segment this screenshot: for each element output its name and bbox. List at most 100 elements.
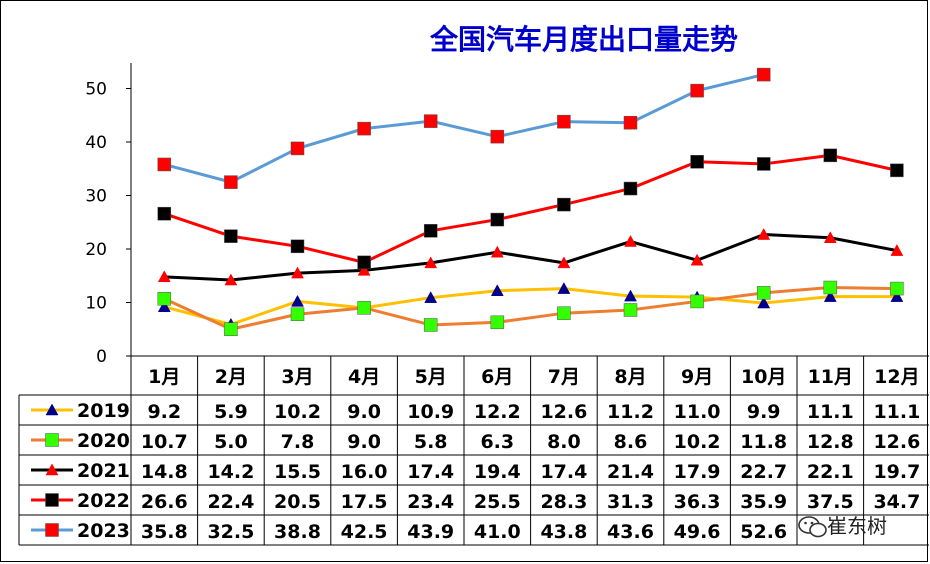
data-label: 22.1 [807, 461, 854, 483]
data-label: 41.0 [474, 521, 521, 543]
data-point [157, 270, 171, 283]
data-point [224, 175, 238, 189]
data-label: 15.5 [274, 461, 321, 483]
data-label: 52.6 [740, 521, 787, 543]
data-label: 22.7 [740, 461, 787, 483]
data-label: 17.5 [341, 491, 388, 513]
x-tick-label: 4月 [348, 366, 380, 388]
data-label: 9.2 [147, 401, 181, 423]
data-point [756, 157, 771, 171]
data-label: 31.3 [607, 491, 654, 513]
data-point [224, 322, 238, 336]
data-point [823, 148, 838, 163]
data-label: 26.6 [141, 491, 188, 513]
data-point [357, 255, 371, 270]
series-line-2023 [163, 73, 765, 184]
x-tick-label: 2月 [215, 366, 247, 388]
data-point [224, 229, 238, 243]
data-point [357, 263, 371, 276]
data-table: 1月 2月 3月 4月 5月 6月 7月 8月 9月 10月 11月 12月 2019 9.2 5.9 10.… [18, 355, 929, 546]
data-label: 43.6 [607, 521, 654, 543]
data-label: 12.6 [873, 431, 920, 453]
data-point [623, 303, 638, 317]
y-tick-label: 40 [85, 133, 107, 153]
data-point [423, 318, 438, 332]
data-point [823, 231, 837, 244]
data-point [490, 315, 505, 330]
data-point [290, 239, 305, 254]
data-label: 11.1 [873, 401, 920, 423]
y-tick-label: 30 [85, 187, 107, 207]
legend-marker-2019 [45, 403, 59, 416]
legend-marker-2023 [45, 523, 59, 537]
data-label: 12.6 [540, 401, 587, 423]
data-point [823, 290, 837, 302]
data-label: 7.8 [281, 431, 315, 453]
data-label: 14.8 [141, 461, 188, 483]
data-point [624, 234, 637, 247]
data-label: 43.9 [407, 521, 454, 543]
series-line-2020 [163, 286, 897, 331]
data-label: 19.7 [873, 461, 920, 483]
data-point [757, 228, 771, 240]
data-label: 9.9 [747, 401, 781, 423]
data-label: 35.9 [740, 491, 787, 513]
series-line-2022 [163, 153, 898, 264]
data-point [157, 300, 171, 313]
x-tick-label: 8月 [614, 366, 646, 388]
data-point [890, 281, 904, 296]
y-tick-label: 50 [85, 80, 107, 100]
data-point [890, 163, 904, 178]
data-point [557, 306, 571, 320]
data-label: 11.8 [740, 431, 787, 453]
data-label: 20.5 [274, 491, 321, 513]
data-label: 12.8 [807, 431, 854, 453]
data-label: 49.6 [674, 521, 721, 543]
data-point [423, 114, 438, 128]
data-label: 11.1 [807, 401, 854, 423]
data-point [490, 129, 505, 144]
x-tick-label: 12月 [874, 366, 919, 388]
data-point [157, 292, 172, 306]
data-point [890, 244, 904, 256]
data-label: 10.2 [674, 431, 721, 453]
data-point [490, 284, 504, 296]
data-label: 5.9 [214, 401, 248, 423]
data-point [690, 253, 704, 266]
data-point [490, 245, 504, 258]
legend-marker-2021 [45, 463, 59, 476]
x-tick-label: 11月 [808, 366, 853, 388]
data-label: 8.6 [614, 431, 648, 453]
data-point [157, 206, 172, 221]
chart-title: 全国汽车月度出口量走势 [429, 23, 738, 56]
axis-layer: 0 10 20 30 40 50 [85, 63, 132, 367]
data-label: 10.9 [407, 401, 454, 423]
series-2021 [157, 228, 904, 286]
data-point [690, 294, 704, 309]
legend-label: 2021 [77, 460, 130, 482]
x-tick-label: 3月 [281, 366, 313, 388]
data-label: 43.8 [540, 521, 587, 543]
legend-label: 2022 [77, 490, 130, 512]
data-label: 21.4 [607, 461, 654, 483]
data-label: 28.3 [540, 491, 587, 513]
data-label: 42.5 [341, 521, 388, 543]
x-tick-label: 6月 [481, 366, 513, 388]
x-tick-label: 1月 [148, 366, 180, 388]
series-2023 [157, 67, 771, 189]
data-label: 5.8 [414, 431, 448, 453]
series-line-2019 [163, 287, 897, 326]
data-point [690, 83, 704, 98]
data-label: 17.9 [674, 461, 721, 483]
data-point [823, 280, 838, 295]
data-point [291, 294, 304, 307]
data-point [557, 197, 571, 212]
data-label: 38.8 [274, 521, 321, 543]
series-2022 [157, 148, 904, 270]
series-line-2021 [164, 233, 898, 282]
data-label: 16.0 [341, 461, 388, 483]
data-point [357, 301, 371, 315]
data-label: 37.5 [807, 491, 854, 513]
data-point [424, 256, 438, 269]
